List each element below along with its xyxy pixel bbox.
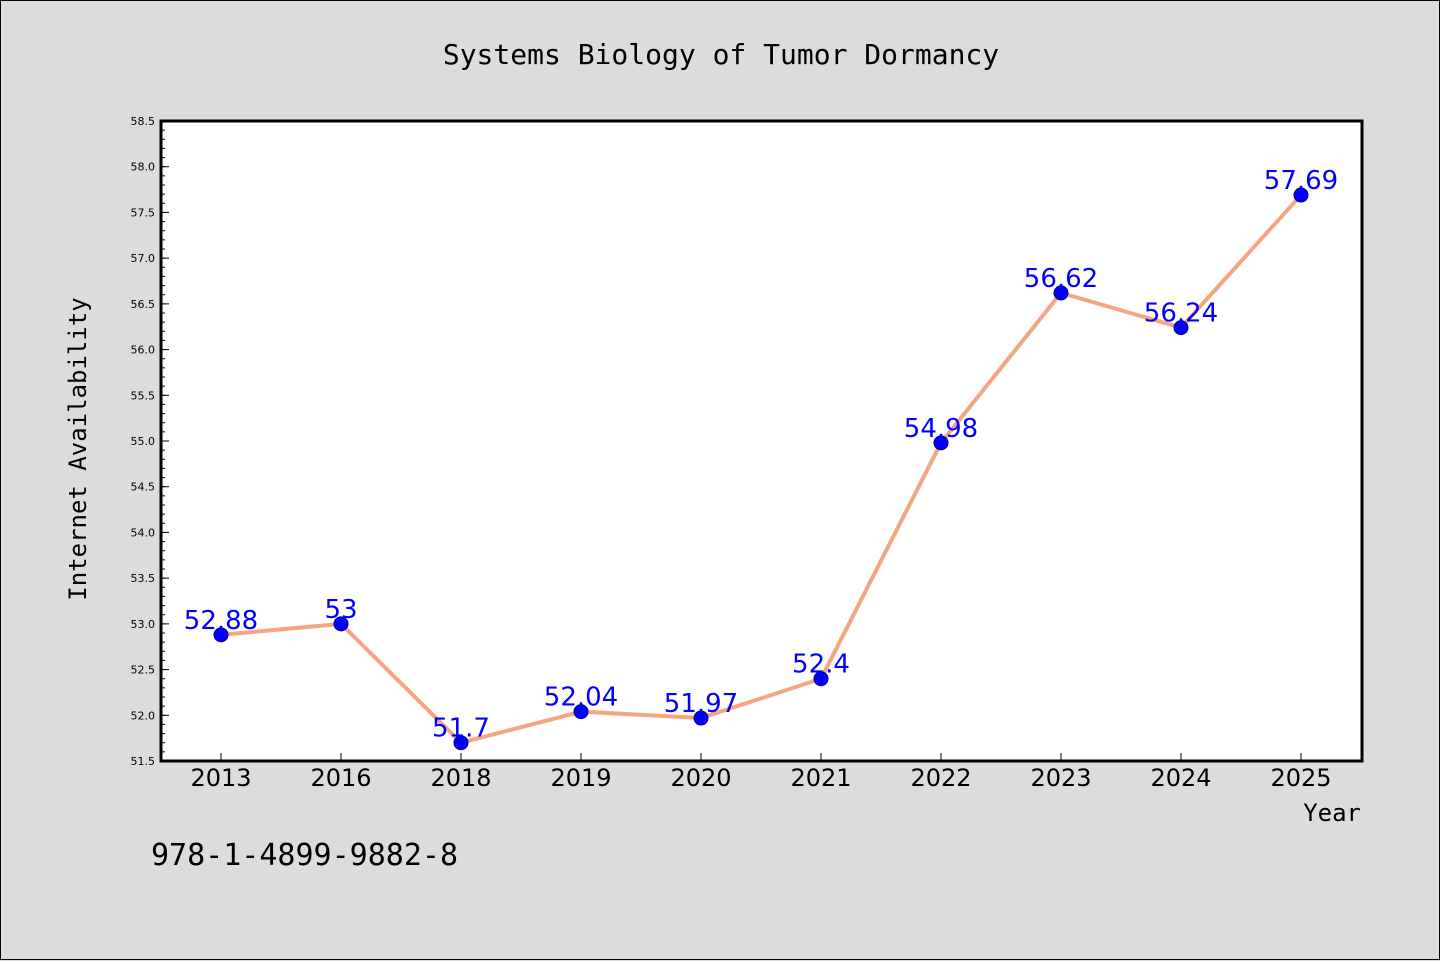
x-tick-label: 2025 bbox=[1270, 764, 1331, 792]
data-labels: 52.88 53 51.7 52.04 51.97 52.4 54.98 56.62 56.24… bbox=[184, 166, 1338, 744]
x-tick-label: 2022 bbox=[910, 764, 971, 792]
y-tick-label: 56.5 bbox=[131, 298, 156, 311]
x-tick-label: 2018 bbox=[430, 764, 491, 792]
data-label: 52.88 bbox=[184, 606, 258, 636]
chart-title: Systems Biology of Tumor Dormancy bbox=[443, 38, 999, 71]
data-point bbox=[333, 616, 349, 632]
x-axis-label: Year bbox=[1303, 799, 1361, 827]
y-tick-label: 52.0 bbox=[131, 709, 156, 722]
data-point bbox=[1053, 285, 1069, 301]
data-point bbox=[453, 735, 469, 751]
y-tick-label: 58.0 bbox=[131, 161, 156, 174]
data-point bbox=[813, 671, 829, 687]
x-axis: 2013 2016 2018 2019 2020 2021 2022 2023 2024 2025 bbox=[190, 753, 1332, 792]
y-tick-label: 58.5 bbox=[131, 115, 156, 128]
y-axis-label: Internet Availability bbox=[64, 297, 92, 600]
data-point bbox=[933, 435, 949, 451]
y-tick-label: 53.5 bbox=[131, 572, 156, 585]
series-layer bbox=[213, 187, 1309, 751]
y-tick-label: 52.5 bbox=[131, 664, 156, 677]
data-label: 54.98 bbox=[904, 414, 978, 444]
data-point bbox=[693, 710, 709, 726]
y-tick-label: 56.0 bbox=[131, 344, 156, 357]
data-label: 56.24 bbox=[1144, 299, 1218, 329]
x-tick-label: 2021 bbox=[790, 764, 851, 792]
x-tick-label: 2023 bbox=[1030, 764, 1091, 792]
x-tick-label: 2016 bbox=[310, 764, 371, 792]
data-label: 56.62 bbox=[1024, 264, 1098, 294]
y-axis: 51.5 52.0 52.5 53.0 53.5 54.0 54.5 55.0 55.5 56.0… bbox=[131, 115, 169, 768]
data-point bbox=[213, 627, 229, 643]
x-tick-label: 2020 bbox=[670, 764, 731, 792]
y-tick-label: 57.0 bbox=[131, 252, 156, 265]
y-tick-label: 55.5 bbox=[131, 389, 156, 402]
data-point bbox=[573, 704, 589, 720]
data-label: 57.69 bbox=[1264, 166, 1338, 196]
data-label: 53 bbox=[324, 595, 357, 625]
x-tick-label: 2024 bbox=[1150, 764, 1211, 792]
footer-isbn: 978-1-4899-9882-8 bbox=[151, 838, 458, 873]
data-label: 51.97 bbox=[664, 689, 738, 719]
data-point bbox=[1293, 187, 1309, 203]
x-tick-label: 2019 bbox=[550, 764, 611, 792]
plot-area bbox=[159, 119, 1364, 763]
data-label: 51.7 bbox=[432, 714, 490, 744]
y-tick-label: 53.0 bbox=[131, 618, 156, 631]
data-point bbox=[1173, 320, 1189, 336]
series-line bbox=[220, 193, 1303, 745]
y-tick-label: 55.0 bbox=[131, 435, 156, 448]
data-label: 52.4 bbox=[792, 650, 850, 680]
y-tick-label: 54.0 bbox=[131, 526, 156, 539]
x-tick-label: 2013 bbox=[190, 764, 251, 792]
y-tick-label: 54.5 bbox=[131, 481, 156, 494]
y-tick-label: 57.5 bbox=[131, 206, 156, 219]
y-tick-label: 51.5 bbox=[131, 755, 156, 768]
data-label: 52.04 bbox=[544, 683, 618, 713]
